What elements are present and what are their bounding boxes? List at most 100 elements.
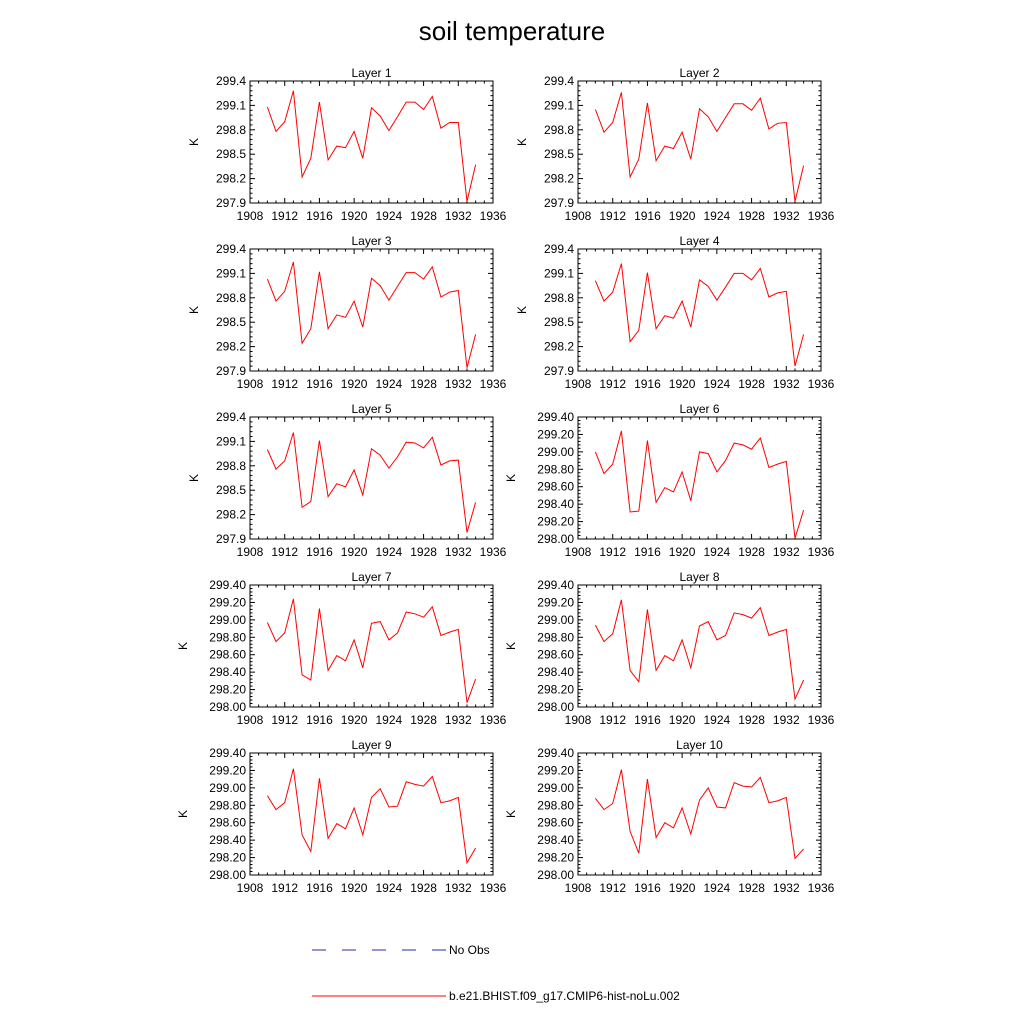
y-tick-label: 298.20 [537, 851, 574, 865]
x-tick-label: 1936 [808, 713, 835, 727]
x-tick-label: 1912 [271, 377, 298, 391]
y-tick-label: 299.40 [537, 410, 574, 424]
y-tick-label: 299.20 [537, 427, 574, 441]
x-tick-label: 1908 [237, 377, 264, 391]
y-tick-label: 299.00 [537, 613, 574, 627]
y-axis-label: K [187, 138, 201, 146]
y-tick-label: 299.4 [216, 242, 246, 256]
y-axis-label: K [176, 642, 190, 650]
panel-frame [577, 248, 822, 372]
panel-9: Layer 9 1908 1912 1916 1920 1924 1928 1932 1936 2… [176, 738, 507, 895]
y-tick-label: 298.8 [216, 123, 246, 137]
x-tick-label: 1936 [480, 209, 507, 223]
x-tick-label: 1908 [237, 713, 264, 727]
x-tick-label: 1920 [669, 377, 696, 391]
x-tick-label: 1936 [480, 713, 507, 727]
x-tick-label: 1908 [565, 545, 592, 559]
series-line-model [266, 90, 477, 202]
panel-title: Layer 3 [351, 234, 391, 248]
panel-frame [249, 752, 494, 876]
x-tick-label: 1920 [341, 881, 368, 895]
x-tick-label: 1924 [376, 881, 403, 895]
y-tick-label: 298.20 [537, 683, 574, 697]
y-axis-label: K [504, 810, 518, 818]
y-tick-label: 298.20 [537, 515, 574, 529]
x-tick-label: 1912 [599, 209, 626, 223]
y-tick-label: 299.40 [209, 578, 246, 592]
panel-title: Layer 10 [676, 738, 723, 752]
x-tick-label: 1908 [237, 545, 264, 559]
y-tick-label: 299.40 [537, 578, 574, 592]
x-tick-label: 1916 [306, 713, 333, 727]
panel-title: Layer 6 [679, 402, 719, 416]
x-tick-label: 1920 [669, 713, 696, 727]
y-tick-label: 298.60 [537, 480, 574, 494]
x-tick-label: 1916 [634, 377, 661, 391]
y-axis-label: K [504, 642, 518, 650]
y-tick-label: 298.2 [544, 340, 574, 354]
x-tick-label: 1920 [341, 209, 368, 223]
y-tick-label: 298.5 [544, 147, 574, 161]
y-tick-label: 298.2 [216, 508, 246, 522]
panel-frame [249, 584, 494, 708]
panel-frame [249, 80, 494, 204]
x-tick-label: 1912 [599, 881, 626, 895]
x-tick-label: 1916 [634, 545, 661, 559]
x-tick-label: 1932 [445, 881, 472, 895]
x-tick-label: 1928 [738, 377, 765, 391]
x-tick-label: 1920 [669, 881, 696, 895]
x-tick-label: 1936 [808, 377, 835, 391]
x-tick-label: 1924 [704, 377, 731, 391]
x-tick-label: 1924 [376, 713, 403, 727]
legend: No Obs b.e21.BHIST.f09_g17.CMIP6-hist-no… [312, 943, 680, 1003]
y-tick-label: 297.9 [216, 532, 246, 546]
panel-title: Layer 4 [679, 234, 719, 248]
x-tick-label: 1936 [480, 545, 507, 559]
x-tick-label: 1908 [237, 209, 264, 223]
y-tick-label: 298.00 [537, 532, 574, 546]
x-tick-label: 1936 [808, 545, 835, 559]
panel-5: Layer 5 1908 1912 1916 1920 1924 1928 1932 1936 2… [187, 402, 507, 559]
y-tick-label: 298.2 [216, 172, 246, 186]
x-tick-label: 1920 [669, 209, 696, 223]
x-tick-label: 1932 [773, 545, 800, 559]
y-tick-label: 298.80 [537, 798, 574, 812]
series-line-model [595, 769, 804, 860]
y-tick-label: 298.8 [544, 291, 574, 305]
y-tick-label: 299.1 [216, 266, 246, 280]
panel-7: Layer 7 1908 1912 1916 1920 1924 1928 1932 1936 2… [176, 570, 507, 727]
panel-frame [249, 416, 494, 540]
chart-title: soil temperature [419, 16, 605, 46]
x-tick-label: 1916 [306, 545, 333, 559]
y-tick-label: 299.40 [537, 746, 574, 760]
panel-3: Layer 3 1908 1912 1916 1920 1924 1928 1932 1936 2… [187, 234, 507, 391]
x-tick-label: 1928 [410, 881, 437, 895]
x-tick-label: 1932 [773, 209, 800, 223]
x-tick-label: 1916 [306, 209, 333, 223]
y-tick-label: 299.20 [537, 595, 574, 609]
x-tick-label: 1928 [410, 545, 437, 559]
x-tick-label: 1912 [271, 209, 298, 223]
y-tick-label: 299.1 [544, 98, 574, 112]
y-tick-label: 298.40 [537, 497, 574, 511]
y-tick-label: 299.1 [544, 266, 574, 280]
x-tick-label: 1908 [565, 377, 592, 391]
y-tick-label: 297.9 [544, 196, 574, 210]
y-tick-label: 298.2 [544, 172, 574, 186]
series-line-model [266, 768, 477, 865]
y-tick-label: 299.00 [209, 781, 246, 795]
x-tick-label: 1912 [271, 545, 298, 559]
panel-title: Layer 2 [679, 66, 719, 80]
y-tick-label: 299.00 [209, 613, 246, 627]
panel-1: Layer 1 1908 1912 1916 1920 1924 1928 1932 1936 2… [187, 66, 507, 223]
y-tick-label: 299.20 [209, 763, 246, 777]
x-tick-label: 1920 [341, 713, 368, 727]
y-tick-label: 298.5 [216, 147, 246, 161]
x-tick-label: 1924 [376, 209, 403, 223]
panel-2: Layer 2 1908 1912 1916 1920 1924 1928 1932 1936 2… [515, 66, 835, 223]
y-axis-label: K [176, 810, 190, 818]
x-tick-label: 1928 [410, 713, 437, 727]
x-tick-label: 1920 [669, 545, 696, 559]
x-tick-label: 1936 [480, 377, 507, 391]
